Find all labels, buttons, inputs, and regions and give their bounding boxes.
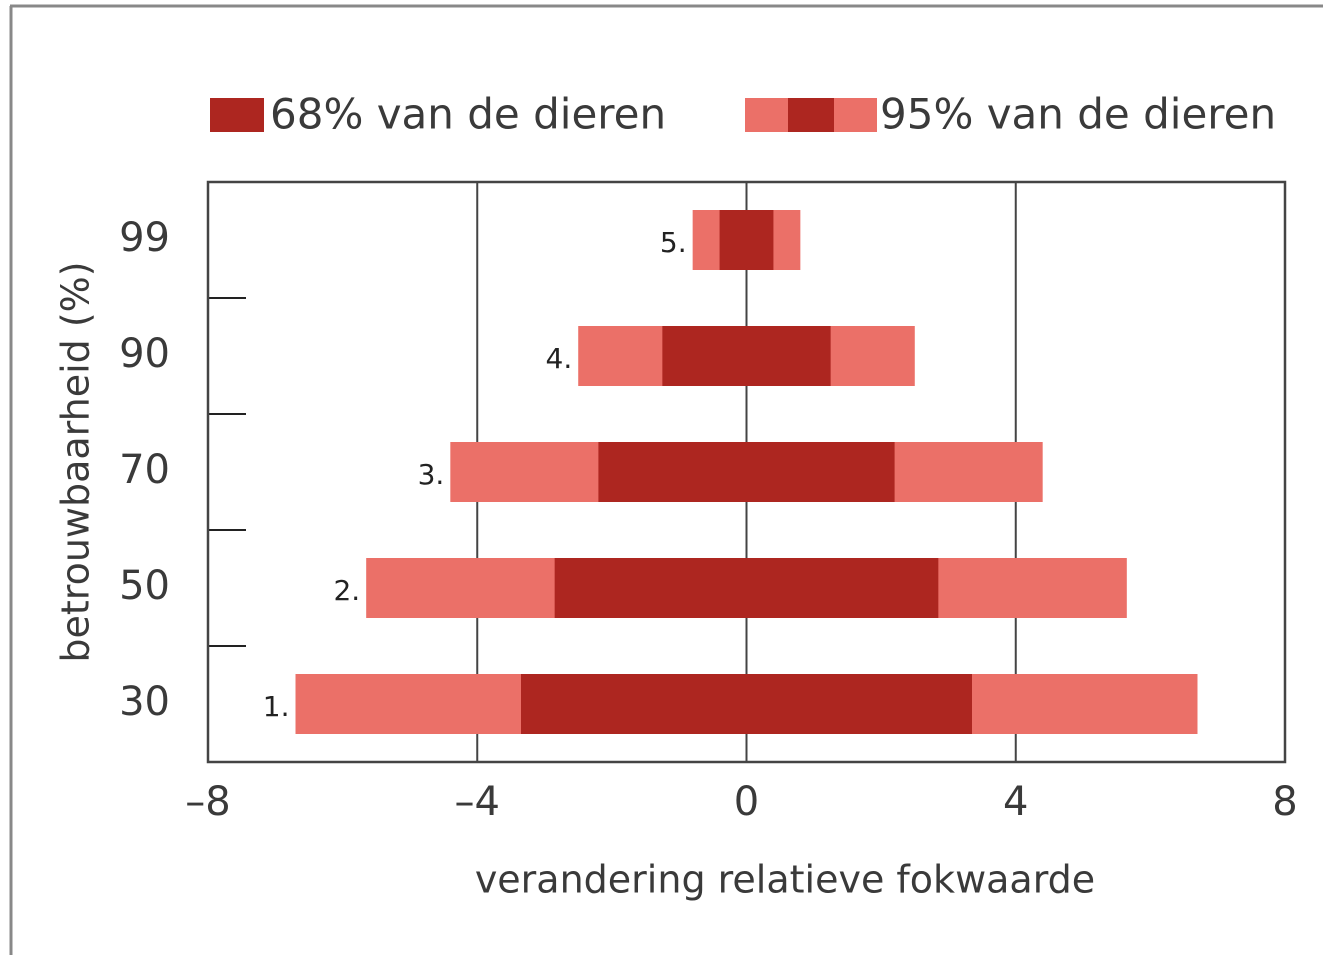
- legend-label: 95% van de dieren: [880, 90, 1276, 139]
- y-axis-label: betrouwbaarheid (%): [54, 261, 98, 662]
- bar-label: 2.: [333, 574, 360, 607]
- bar-label: 4.: [546, 342, 573, 375]
- x-tick-label: 8: [1272, 779, 1297, 825]
- bar: [521, 674, 972, 734]
- y-tick-label: 90: [119, 331, 170, 377]
- y-tick-label: 99: [119, 215, 170, 261]
- y-tick-label: 50: [119, 563, 170, 609]
- x-tick-label: 0: [734, 779, 759, 825]
- bar: [598, 442, 895, 502]
- x-tick-label: –8: [185, 779, 230, 825]
- legend-swatch: [788, 98, 834, 132]
- bar-label: 5.: [660, 226, 687, 259]
- x-tick-label: 4: [1003, 779, 1028, 825]
- bar: [662, 326, 831, 386]
- y-tick-label: 70: [119, 447, 170, 493]
- x-axis-label: verandering relatieve fokwaarde: [475, 858, 1095, 902]
- x-tick-label: –4: [455, 779, 500, 825]
- bar-label: 1.: [263, 690, 290, 723]
- plot-border: [206, 180, 1287, 764]
- bar: [719, 210, 774, 270]
- legend-swatch: [210, 98, 264, 132]
- legend-label: 68% van de dieren: [270, 90, 666, 139]
- bar: [554, 558, 939, 618]
- bar-label: 3.: [418, 458, 445, 491]
- y-tick-label: 30: [119, 679, 170, 725]
